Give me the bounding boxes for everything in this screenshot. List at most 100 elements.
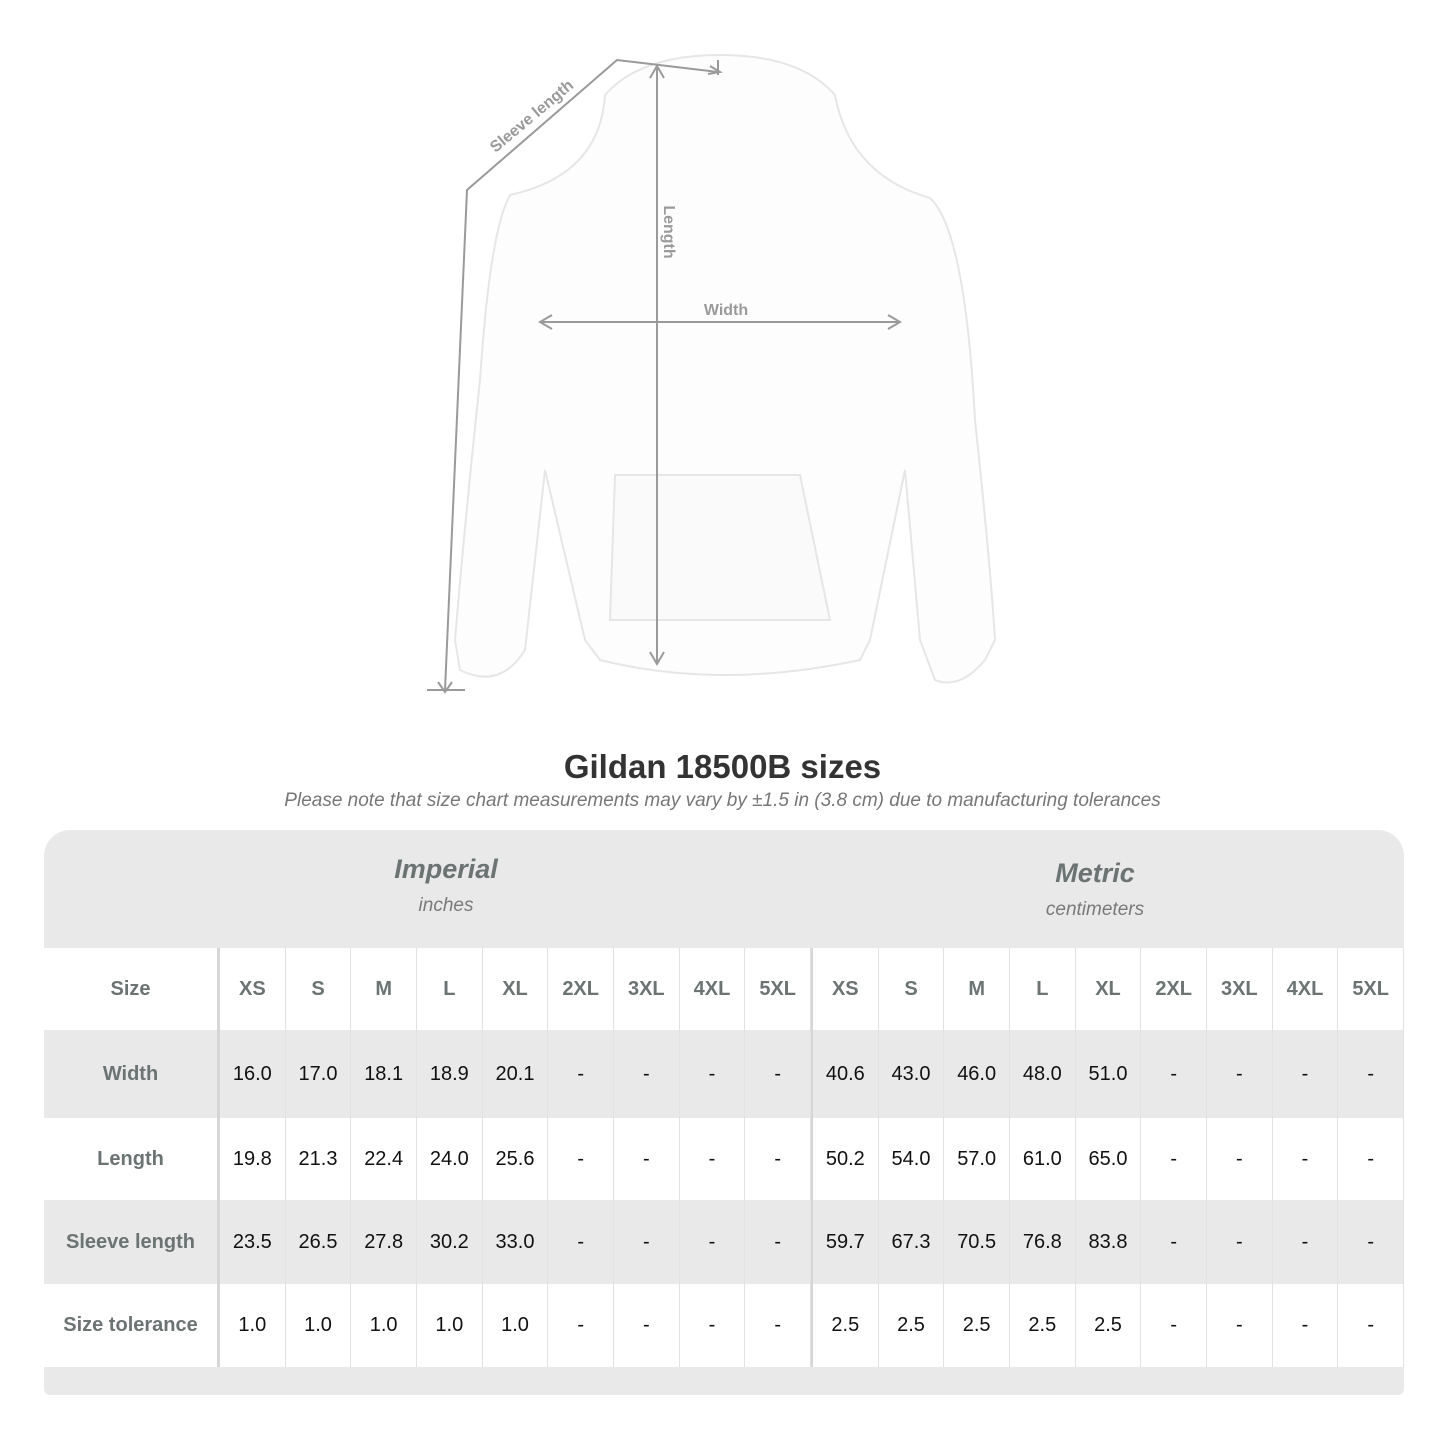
metric-value: 46.0 xyxy=(944,1030,1010,1118)
imperial-value: - xyxy=(679,1030,746,1118)
metric-value: 83.8 xyxy=(1075,1200,1142,1284)
size-col-imperial: 5XL xyxy=(745,948,811,1030)
size-col-imperial: 2XL xyxy=(548,948,614,1030)
size-col-imperial: S xyxy=(285,948,352,1030)
imperial-value: - xyxy=(613,1030,680,1118)
size-col-metric: L xyxy=(1009,948,1076,1030)
imperial-value: 26.5 xyxy=(285,1200,352,1284)
metric-value: 76.8 xyxy=(1009,1200,1076,1284)
size-col-metric: XL xyxy=(1075,948,1142,1030)
metric-value: - xyxy=(1206,1284,1273,1367)
imperial-value: 33.0 xyxy=(482,1200,549,1284)
imperial-value: - xyxy=(745,1030,811,1118)
metric-value: - xyxy=(1141,1284,1207,1367)
metric-value: 48.0 xyxy=(1009,1030,1076,1118)
imperial-value: 1.0 xyxy=(416,1284,483,1367)
imperial-value: - xyxy=(745,1284,811,1367)
imperial-unit: inches xyxy=(418,895,474,916)
metric-value: - xyxy=(1272,1200,1339,1284)
metric-value: - xyxy=(1338,1200,1404,1284)
column-divider xyxy=(810,948,813,1030)
metric-value: - xyxy=(1338,1118,1404,1200)
imperial-value: 17.0 xyxy=(285,1030,352,1118)
imperial-value: 22.4 xyxy=(351,1118,417,1200)
imperial-value: - xyxy=(679,1284,746,1367)
width-label: Width xyxy=(704,302,748,319)
metric-value: 57.0 xyxy=(944,1118,1010,1200)
imperial-value: 21.3 xyxy=(285,1118,352,1200)
imperial-value: 20.1 xyxy=(482,1030,549,1118)
metric-header: Metric centimeters xyxy=(812,858,1378,921)
imperial-value: - xyxy=(548,1118,614,1200)
size-table: Imperial inches Metric centimeters Size X… xyxy=(44,830,1404,1395)
metric-value: 59.7 xyxy=(812,1200,879,1284)
imperial-value: - xyxy=(548,1030,614,1118)
size-col-metric: S xyxy=(878,948,945,1030)
metric-value: 61.0 xyxy=(1009,1118,1076,1200)
size-col-imperial: 4XL xyxy=(679,948,746,1030)
imperial-value: - xyxy=(613,1200,680,1284)
size-col-metric: 4XL xyxy=(1272,948,1339,1030)
size-col-imperial: XL xyxy=(482,948,549,1030)
metric-value: - xyxy=(1206,1118,1273,1200)
imperial-value: 1.0 xyxy=(351,1284,417,1367)
imperial-value: 1.0 xyxy=(285,1284,352,1367)
imperial-value: 18.1 xyxy=(351,1030,417,1118)
metric-value: - xyxy=(1338,1284,1404,1367)
metric-value: - xyxy=(1272,1118,1339,1200)
metric-value: - xyxy=(1141,1200,1207,1284)
imperial-value: - xyxy=(548,1200,614,1284)
metric-value: 2.5 xyxy=(1075,1284,1142,1367)
metric-value: - xyxy=(1206,1030,1273,1118)
column-divider xyxy=(810,1200,813,1284)
metric-value: - xyxy=(1338,1030,1404,1118)
imperial-header: Imperial inches xyxy=(220,854,672,917)
hoodie-image xyxy=(453,53,997,684)
imperial-value: 1.0 xyxy=(482,1284,549,1367)
imperial-value: 23.5 xyxy=(220,1200,286,1284)
row-label: Size tolerance xyxy=(44,1284,217,1367)
column-divider xyxy=(810,1030,813,1118)
imperial-value: 24.0 xyxy=(416,1118,483,1200)
metric-value: 65.0 xyxy=(1075,1118,1142,1200)
metric-value: 54.0 xyxy=(878,1118,945,1200)
metric-value: 70.5 xyxy=(944,1200,1010,1284)
size-col-imperial: XS xyxy=(220,948,286,1030)
imperial-value: 19.8 xyxy=(220,1118,286,1200)
size-col-metric: 2XL xyxy=(1141,948,1207,1030)
imperial-value: 27.8 xyxy=(351,1200,417,1284)
column-divider xyxy=(217,1030,220,1118)
size-col-metric: M xyxy=(944,948,1010,1030)
sleeve-length-label: Sleeve length xyxy=(487,77,577,156)
size-col-imperial: L xyxy=(416,948,483,1030)
imperial-value: 1.0 xyxy=(220,1284,286,1367)
page-title: Gildan 18500B sizes xyxy=(563,748,882,785)
imperial-value: 18.9 xyxy=(416,1030,483,1118)
metric-value: - xyxy=(1206,1200,1273,1284)
imperial-value: 30.2 xyxy=(416,1200,483,1284)
imperial-value: - xyxy=(679,1118,746,1200)
imperial-value: - xyxy=(745,1118,811,1200)
imperial-value: - xyxy=(548,1284,614,1367)
column-divider xyxy=(810,1284,813,1367)
length-label: Length xyxy=(660,205,677,258)
column-divider xyxy=(217,948,220,1030)
column-divider xyxy=(217,1118,220,1200)
imperial-value: - xyxy=(679,1200,746,1284)
measurement-lines xyxy=(427,58,902,694)
column-divider xyxy=(810,1118,813,1200)
metric-value: 2.5 xyxy=(812,1284,879,1367)
imperial-title: Imperial xyxy=(394,854,498,884)
metric-value: 67.3 xyxy=(878,1200,945,1284)
column-divider xyxy=(217,1284,220,1367)
column-divider xyxy=(217,1200,220,1284)
size-col-imperial: 3XL xyxy=(613,948,680,1030)
metric-value: 43.0 xyxy=(878,1030,945,1118)
size-grid: Size XS S M L XL 2XL 3XL 4XL 5XL XS S M L XL 2XL 3XL 4XL 5… xyxy=(44,948,1404,1367)
metric-value: - xyxy=(1272,1284,1339,1367)
imperial-value: 16.0 xyxy=(220,1030,286,1118)
row-label: Length xyxy=(44,1118,217,1200)
metric-value: - xyxy=(1141,1118,1207,1200)
metric-value: 50.2 xyxy=(812,1118,879,1200)
hoodie-illustration: Sleeve length Length Width xyxy=(427,53,997,694)
